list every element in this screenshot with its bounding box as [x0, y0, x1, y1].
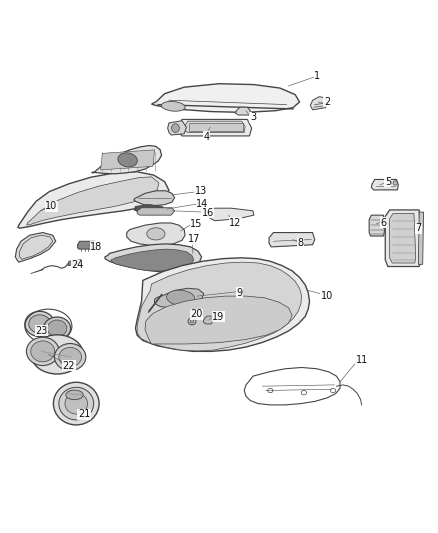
- Text: 14: 14: [196, 199, 208, 209]
- Polygon shape: [75, 260, 81, 265]
- Polygon shape: [390, 213, 416, 263]
- Polygon shape: [137, 262, 302, 351]
- Polygon shape: [152, 84, 300, 112]
- Polygon shape: [178, 119, 252, 136]
- Ellipse shape: [147, 228, 165, 240]
- Polygon shape: [135, 258, 310, 351]
- Ellipse shape: [47, 320, 67, 336]
- Text: 16: 16: [201, 208, 214, 218]
- Ellipse shape: [190, 320, 194, 323]
- Polygon shape: [27, 177, 159, 225]
- Text: 1: 1: [314, 71, 321, 81]
- Ellipse shape: [161, 101, 185, 111]
- Polygon shape: [145, 296, 292, 344]
- Text: 8: 8: [298, 238, 304, 248]
- Text: 7: 7: [415, 223, 421, 233]
- Polygon shape: [203, 316, 214, 324]
- Ellipse shape: [53, 382, 99, 425]
- Polygon shape: [134, 191, 175, 206]
- Text: 13: 13: [194, 186, 207, 196]
- Text: 12: 12: [230, 218, 242, 228]
- Text: 17: 17: [187, 234, 200, 244]
- Text: 10: 10: [321, 291, 333, 301]
- Polygon shape: [189, 123, 243, 131]
- Polygon shape: [205, 208, 254, 221]
- Polygon shape: [105, 244, 201, 272]
- Text: 21: 21: [78, 409, 90, 419]
- Polygon shape: [111, 249, 194, 271]
- Polygon shape: [78, 241, 97, 249]
- Polygon shape: [311, 97, 328, 110]
- Text: 3: 3: [250, 112, 256, 122]
- Ellipse shape: [31, 341, 55, 362]
- Ellipse shape: [26, 337, 59, 366]
- Polygon shape: [168, 120, 186, 135]
- Ellipse shape: [172, 124, 180, 133]
- Text: 22: 22: [63, 361, 75, 371]
- Ellipse shape: [188, 318, 196, 325]
- Ellipse shape: [25, 311, 54, 336]
- Polygon shape: [92, 146, 162, 174]
- Ellipse shape: [166, 290, 195, 305]
- Text: 11: 11: [356, 355, 368, 365]
- Text: 20: 20: [190, 309, 202, 319]
- Polygon shape: [269, 232, 315, 247]
- Polygon shape: [68, 261, 76, 265]
- Ellipse shape: [393, 181, 397, 185]
- Polygon shape: [127, 223, 185, 246]
- Text: 5: 5: [385, 176, 391, 187]
- Polygon shape: [184, 121, 245, 133]
- Text: 4: 4: [204, 132, 210, 142]
- Ellipse shape: [118, 153, 138, 167]
- Ellipse shape: [29, 315, 50, 333]
- Polygon shape: [15, 232, 56, 262]
- Polygon shape: [134, 205, 168, 214]
- Text: 24: 24: [71, 260, 84, 270]
- Text: 9: 9: [237, 288, 243, 297]
- Text: 23: 23: [35, 326, 48, 336]
- Polygon shape: [155, 288, 204, 308]
- Ellipse shape: [65, 393, 88, 414]
- Ellipse shape: [54, 344, 86, 370]
- Text: 19: 19: [212, 312, 224, 321]
- Text: 10: 10: [45, 201, 57, 212]
- Polygon shape: [371, 180, 398, 190]
- Ellipse shape: [31, 335, 83, 374]
- Polygon shape: [137, 208, 175, 215]
- Ellipse shape: [44, 317, 71, 340]
- Polygon shape: [385, 210, 421, 266]
- Polygon shape: [18, 172, 169, 228]
- Ellipse shape: [66, 390, 83, 400]
- Polygon shape: [418, 212, 424, 264]
- Text: 6: 6: [381, 218, 387, 228]
- Polygon shape: [236, 107, 251, 115]
- Polygon shape: [369, 215, 385, 236]
- Text: 18: 18: [90, 242, 102, 252]
- Ellipse shape: [59, 348, 81, 367]
- Polygon shape: [101, 150, 155, 170]
- Ellipse shape: [59, 387, 94, 420]
- Text: 2: 2: [324, 97, 330, 107]
- Text: 15: 15: [190, 219, 202, 229]
